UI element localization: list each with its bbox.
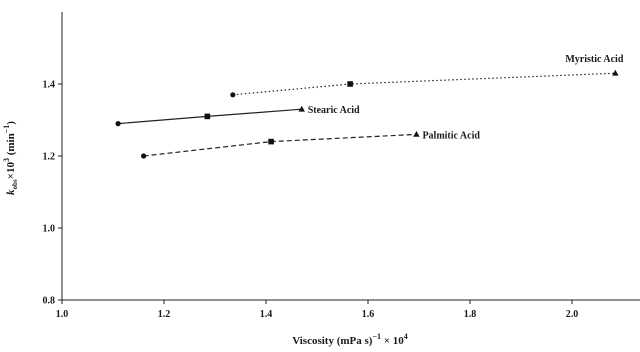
x-tick-label: 1.4 (260, 309, 273, 320)
series-palmitic-acid: Palmitic Acid (141, 130, 480, 159)
series-line-myristic-acid (232, 72, 616, 96)
series-layer: Myristic Acid Stearic Acid Palmitic Acid (115, 54, 624, 159)
x-axis-label: Viscosity (mPa s)−1 × 104 (292, 332, 408, 347)
data-point (141, 153, 147, 159)
x-tick-label: 1.0 (56, 309, 69, 320)
data-point (204, 113, 211, 120)
x-tick-label: 1.2 (158, 309, 171, 320)
data-point (612, 69, 619, 76)
data-point (230, 92, 236, 98)
y-tick-label: 0.8 (43, 296, 56, 307)
y-tick-label: 1.4 (43, 80, 56, 91)
series-label-palmitic-acid: Palmitic Acid (422, 130, 480, 141)
x-tick-label: 1.6 (362, 309, 375, 320)
y-tick-label: 1.2 (43, 152, 56, 163)
series-line-palmitic-acid (143, 133, 417, 157)
x-tick-label: 2.0 (566, 309, 579, 320)
y-axis-label: kobs×103 (min−1) (2, 121, 19, 195)
data-point (298, 105, 305, 112)
y-ticks: 0.8 1.0 1.2 1.4 (43, 80, 62, 307)
data-point (268, 138, 274, 145)
data-point (347, 81, 353, 87)
data-point (115, 121, 121, 127)
x-ticks: 1.0 1.2 1.4 1.6 1.8 2.0 (56, 300, 579, 320)
data-point (413, 131, 420, 137)
series-label-myristic-acid: Myristic Acid (565, 54, 623, 65)
series-myristic-acid: Myristic Acid (230, 54, 624, 98)
series-label-stearic-acid: Stearic Acid (308, 105, 360, 116)
y-tick-label: 1.0 (43, 224, 56, 235)
x-tick-label: 1.8 (464, 309, 477, 320)
series-stearic-acid: Stearic Acid (115, 105, 360, 127)
